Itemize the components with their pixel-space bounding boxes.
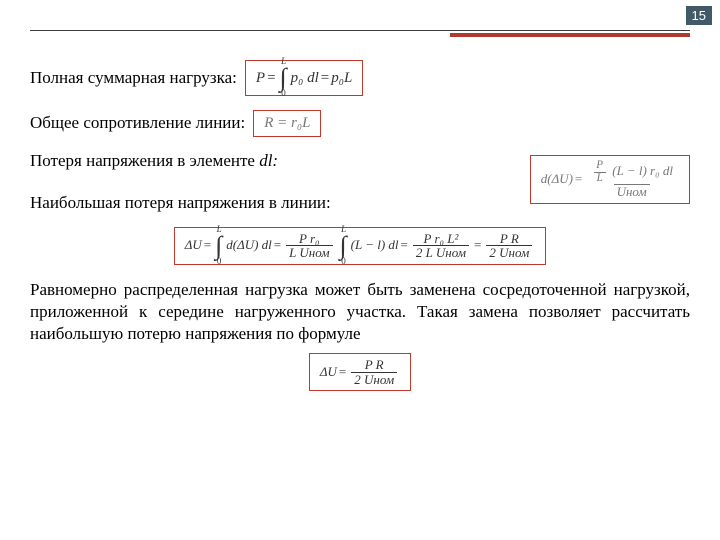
slide-content: Полная суммарная нагрузка: P = L ∫ 0 p₀ … <box>30 60 690 405</box>
row-resistance: Общее сопротивление линии: R = r₀L <box>30 110 690 137</box>
paragraph-conclusion: Равномерно распределенная нагрузка может… <box>30 279 690 345</box>
formula-dU-element-wrap: d(ΔU) = P L (L − l) r₀ dl Uном <box>530 155 690 204</box>
label-resistance: Общее сопротивление линии: <box>30 113 245 133</box>
sym-P: P <box>256 70 265 87</box>
label-voltage-loss-dl: Потеря напряжения в элементе dl: <box>30 151 278 171</box>
row-max-loss-formula: ΔU = L ∫ 0 d(ΔU) dl = P r₀ L Uном L ∫ 0 <box>30 227 690 265</box>
label-max-loss: Наибольшая потеря напряжения в линии: <box>30 193 331 213</box>
formula-dU-element: d(ΔU) = P L (L − l) r₀ dl Uном <box>530 155 690 204</box>
row-full-load: Полная суммарная нагрузка: P = L ∫ 0 p₀ … <box>30 60 690 96</box>
integral-1: L ∫ 0 <box>280 65 287 91</box>
rhs-1: p₀L <box>331 70 352 87</box>
label-full-load: Полная суммарная нагрузка: <box>30 68 237 88</box>
formula-final: ΔU = P R 2 Uном <box>309 353 411 391</box>
integrand-1: p₀ dl <box>291 70 319 87</box>
page-number: 15 <box>686 6 712 25</box>
header-rule <box>30 30 690 36</box>
row-final-formula: ΔU = P R 2 Uном <box>30 353 690 391</box>
formula-max-loss: ΔU = L ∫ 0 d(ΔU) dl = P r₀ L Uном L ∫ 0 <box>174 227 547 265</box>
formula-resistance: R = r₀L <box>253 110 321 137</box>
formula-full-load: P = L ∫ 0 p₀ dl = p₀L <box>245 60 363 96</box>
